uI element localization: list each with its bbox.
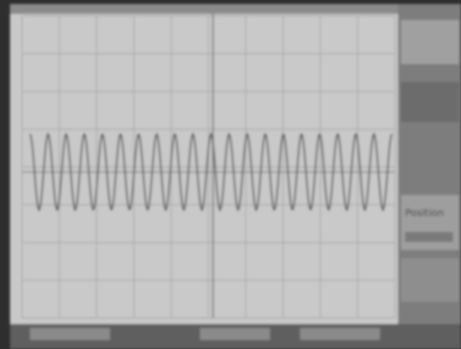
menu-box xyxy=(401,82,459,122)
page: Position (() => { const data = JSON.pars… xyxy=(0,0,461,349)
menu-value xyxy=(405,232,453,242)
menu-label: Position xyxy=(405,208,444,219)
screen: Position xyxy=(10,4,461,349)
status-field xyxy=(300,328,380,340)
status-field xyxy=(200,328,270,340)
menu-box xyxy=(401,20,459,64)
oscilloscope-photo: Position xyxy=(0,0,461,349)
top-strip xyxy=(10,4,398,14)
display-area xyxy=(10,4,398,324)
status-field xyxy=(30,328,110,340)
menu-box xyxy=(401,258,459,302)
